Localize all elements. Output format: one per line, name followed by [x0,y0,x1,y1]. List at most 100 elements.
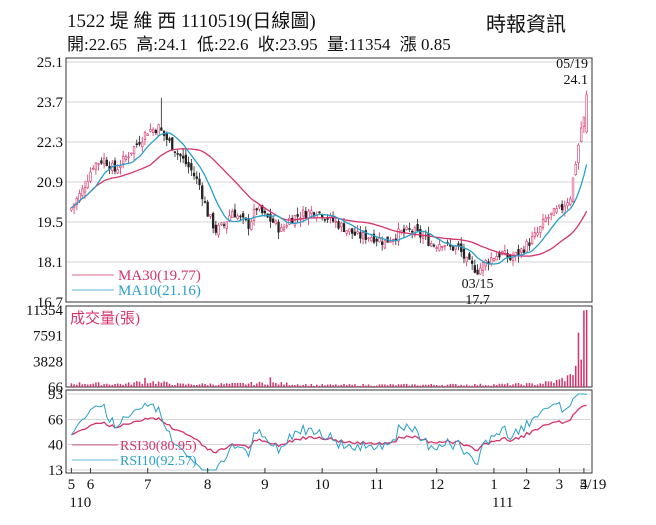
x-end-label: 5/19 [580,477,607,493]
volume-bar [204,383,206,387]
volume-bar [485,385,487,387]
volume-bar [534,385,536,387]
volume-bar [501,383,503,387]
stock-code: 1522 [67,11,105,32]
candle-body [201,185,204,200]
candle-body [462,248,466,259]
volume-bar [335,384,337,387]
candle-body [569,198,572,205]
volume-bar [487,385,490,387]
candle-body [528,242,531,246]
price-tick-label: 16.7 [37,295,64,311]
volume-bar [264,384,266,387]
candle-body [228,215,231,222]
volume-bar [97,382,100,387]
candle-body [435,247,438,249]
volume-bar [318,385,321,387]
candle-body [405,226,408,230]
candle-body [419,228,422,238]
volume-bar [528,383,531,387]
candle-body [75,197,78,205]
candle-body [119,165,122,168]
volume-bar [217,384,220,387]
volume-bar [236,382,239,387]
candle-body [571,177,575,202]
price-tick-label: 20.9 [37,175,63,191]
x-tick-label-month: 2 [523,477,531,493]
candle-body [421,236,425,240]
volume-bar [438,385,441,387]
volume-bar [555,379,558,387]
candle-body [541,219,545,228]
volume-bar [523,385,525,387]
volume-bar [138,381,141,387]
volume-bar [403,383,405,387]
candle-body [372,233,376,243]
candle-body [381,241,384,245]
volume-bar [130,384,133,387]
volume-bar [108,384,111,387]
candle-body [394,238,397,241]
quote-low: 低:22.6 [196,35,249,54]
volume-bar [490,385,492,387]
volume-bar [414,384,416,387]
candle-body [577,144,580,163]
candle-body [408,228,411,230]
candle-body [370,237,373,242]
candle-body [293,215,297,227]
volume-bars [70,310,588,387]
volume-bar [81,384,84,387]
volume-bar [152,381,154,387]
volume-bar [250,381,253,387]
x-tick-label-month: 8 [204,477,212,493]
volume-bar [133,382,135,387]
candle-body [432,244,436,247]
candle-body [258,205,261,210]
volume-bar [585,310,588,387]
volume-bar [329,384,332,387]
volume-bar [100,385,103,387]
volume-bar [517,383,520,387]
candle-body [438,244,441,251]
candle-body [411,230,414,233]
volume-bar [433,384,435,387]
volume-bar [196,384,198,387]
volume-bar [332,384,334,387]
price-tick-label: 18.1 [37,255,63,271]
candle-body [585,94,588,133]
candle-body [473,265,477,273]
candle-body [209,214,212,217]
volume-bar [441,384,443,387]
candle-body [220,222,223,226]
annotation-high-value: 24.1 [564,73,589,88]
volume-bar [296,384,299,387]
candle-body [274,220,277,224]
volume-bar [452,383,454,387]
volume-bar [106,383,108,387]
x-tick-label-month: 10 [315,477,330,493]
volume-bar [95,382,97,387]
candle-body [416,224,419,232]
volume-bar [367,384,370,387]
candle-body [100,160,103,164]
candle-body [203,201,207,203]
candle-body [127,156,130,159]
candle-body [280,227,283,232]
rsi30-line [71,404,587,454]
candle-body [555,208,558,213]
annotation-high-date: 05/19 [556,57,588,72]
volume-bar [416,385,419,387]
volume-bar [435,385,438,387]
volume-bar [313,385,315,387]
candle-body [102,157,106,165]
candle-body [547,217,550,219]
volume-tick-label: 7591 [33,329,63,345]
candle-body [146,133,149,136]
candle-body [367,237,370,240]
candle-body [342,223,346,232]
volume-bar [422,384,424,387]
candle-body [457,243,460,246]
volume-bar [103,384,105,387]
candle-body [160,127,163,131]
candle-body [271,218,275,223]
